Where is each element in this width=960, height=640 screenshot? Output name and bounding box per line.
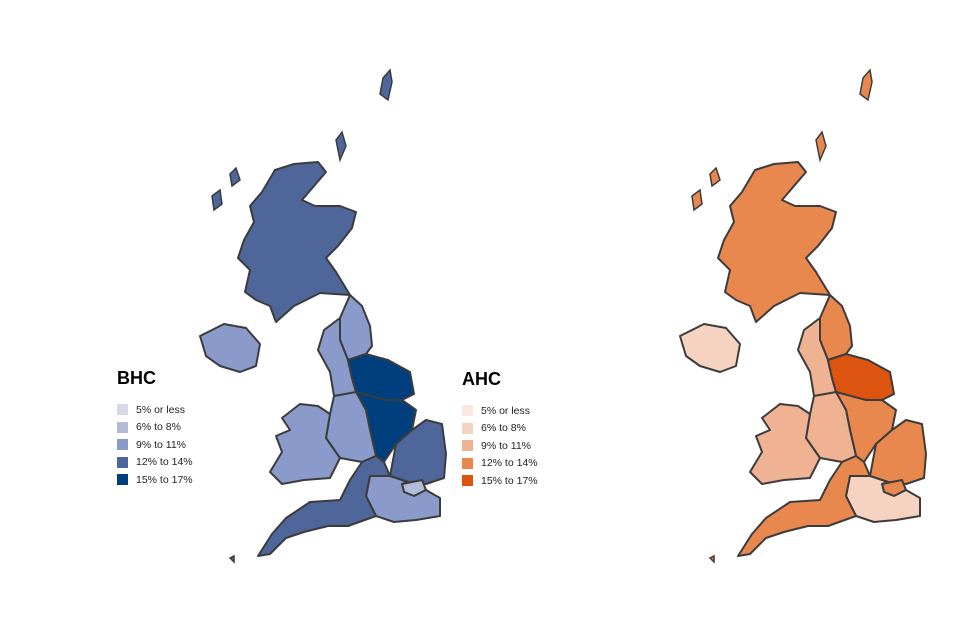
region-wales [269,403,341,485]
legend-swatch [462,440,473,452]
island-outline [228,554,235,564]
legend-swatch [117,404,128,416]
legend-label: 15% to 17% [481,474,538,487]
legend-swatch [462,405,473,417]
region-northern-ireland [679,323,741,373]
region-northern-ireland [199,323,261,373]
legend-row: 6% to 8% [462,420,538,438]
legend-row: 12% to 14% [117,454,193,472]
legend-swatch [462,422,473,434]
legend-label: 12% to 14% [136,456,193,469]
map-bhc [199,68,447,564]
legend-ahc: AHC 5% or less 6% to 8% 9% to 11% 12% to… [462,369,538,490]
legend-row: 15% to 17% [117,471,193,489]
legend-label: 5% or less [481,404,531,417]
legend-row: 6% to 8% [117,419,193,437]
legend-label: 9% to 11% [481,439,532,452]
legend-row: 5% or less [117,401,193,419]
island-outline [691,188,703,212]
legend-title: BHC [117,368,156,388]
legend-row: 9% to 11% [462,437,538,455]
map-ahc [679,68,927,564]
island-outline [708,554,715,564]
island-outline [379,68,393,102]
island-outline [859,68,873,102]
region-scotland [717,161,837,323]
legend-row: 9% to 11% [117,436,193,454]
legend-label: 5% or less [136,403,186,416]
legend-label: 6% to 8% [136,421,181,434]
island-outline [335,130,347,163]
region-south-east [845,475,921,523]
island-outline [709,166,721,188]
legend-label: 12% to 14% [481,457,538,470]
island-outline [211,188,223,212]
legend-swatch [117,474,128,486]
region-south-west [257,455,391,557]
legend-swatch [117,421,128,433]
legend-title: AHC [462,369,501,389]
legend-swatch [117,456,128,468]
island-outline [229,166,241,188]
region-wales [749,403,821,485]
legend-row: 15% to 17% [462,472,538,490]
legend-swatch [462,457,473,469]
region-south-east [365,475,441,523]
legend-swatch [117,439,128,451]
legend-label: 9% to 11% [136,438,187,451]
legend-label: 15% to 17% [136,473,193,486]
legend-row: 12% to 14% [462,455,538,473]
legend-row: 5% or less [462,402,538,420]
legend-swatch [462,475,473,487]
legend-bhc: BHC 5% or less 6% to 8% 9% to 11% 12% to… [117,368,193,489]
region-south-west [737,455,871,557]
region-scotland [237,161,357,323]
legend-label: 6% to 8% [481,422,526,435]
island-outline [815,130,827,163]
